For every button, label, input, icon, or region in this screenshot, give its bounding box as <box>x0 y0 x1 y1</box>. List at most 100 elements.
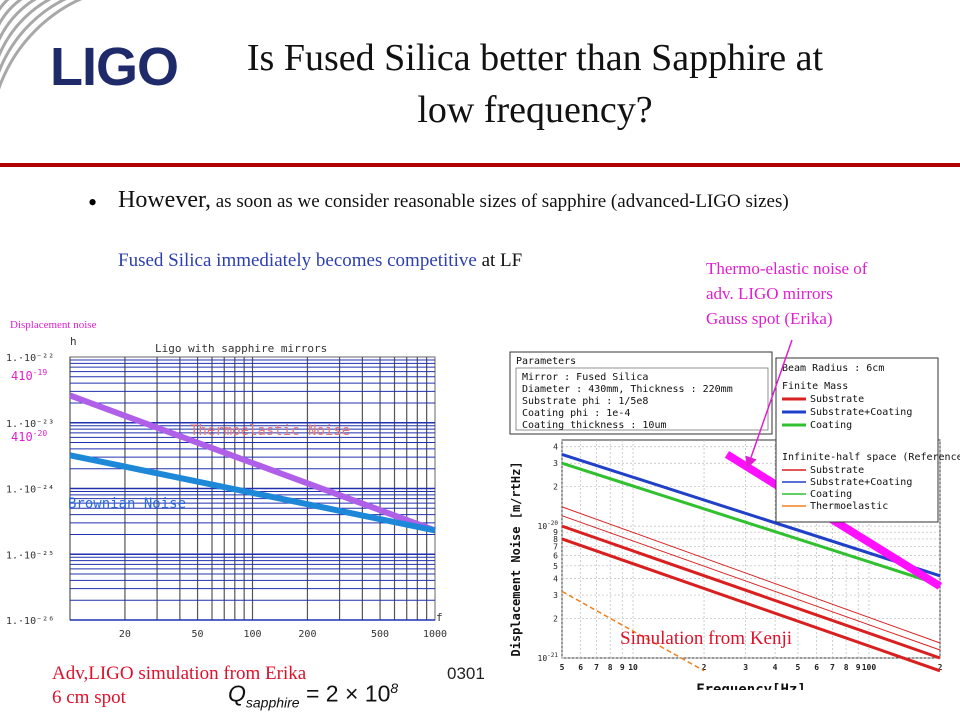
right-x-tick-label: 2 <box>938 663 943 672</box>
right-ylabel: Displacement Noise [m/rtHz] <box>509 461 523 656</box>
legend-entry-label: Substrate+Coating <box>810 477 912 488</box>
right-x-tick-label: 5 <box>796 663 801 672</box>
right-series-line <box>561 590 705 672</box>
parameters-line: Coating phi : 1e-4 <box>522 408 630 419</box>
parameters-inner-frame <box>515 367 769 431</box>
title-divider <box>0 163 960 167</box>
right-x-tick-label: 8 <box>608 663 613 672</box>
right-series-line <box>561 537 941 673</box>
right-series-line <box>561 524 941 660</box>
parameters-line: Coating thickness : 10um <box>522 420 667 431</box>
right-series-line-thin <box>561 515 941 651</box>
left-y-tick-label: 1.·10⁻²³ <box>6 419 54 430</box>
left-x-tick-label: 50 <box>192 629 204 640</box>
right-y-tick-label: 9 <box>553 528 558 537</box>
right-y-tick-label: 10-20 <box>538 520 559 531</box>
parameters-line: Mirror : Fused Silica <box>522 372 648 383</box>
right-x-tick-label: 6 <box>814 663 819 672</box>
right-y-tick-label: 3 <box>553 591 558 600</box>
parameters-line: Diameter : 430mm, Thickness : 220mm <box>522 384 733 395</box>
annotation-line-1: Thermo-elastic noise of <box>706 259 868 278</box>
displacement-noise-label: Displacement noise <box>10 319 97 331</box>
right-x-tick-label: 4 <box>773 663 778 672</box>
right-x-tick-label: 3 <box>743 663 748 672</box>
logo-waves-icon <box>0 0 83 90</box>
parameters-box: Parameters Mirror : Fused SilicaDiameter … <box>509 351 773 435</box>
left-x-tick-label: 100 <box>243 629 261 640</box>
fused-silica-black: at LF <box>476 250 523 271</box>
q-sapphire-formula: Qsapphire = 2 × 108 <box>228 680 399 711</box>
right-series-line <box>561 452 941 578</box>
annotation-line-2: adv. LIGO mirrors <box>706 284 833 303</box>
left-chart-title: Ligo with sapphire mirrors <box>155 342 327 355</box>
bullet-lead: However, <box>118 187 211 213</box>
bullet-icon: • <box>88 188 98 217</box>
left-side-label: 410-20 <box>11 429 47 444</box>
left-y-tick-label: 1.·10⁻²⁶ <box>6 616 54 627</box>
right-x-tick-label: 2 <box>702 663 707 672</box>
right-series-line-thin <box>561 506 941 644</box>
parameters-header: Parameters <box>516 356 576 367</box>
left-series-label: Brownian Noise <box>68 496 186 512</box>
right-y-tick-label: 3 <box>553 459 558 468</box>
left-y-tick-label: 1.·10⁻²² <box>6 353 54 364</box>
left-x-tick-label: 500 <box>371 629 389 640</box>
left-series-line <box>69 452 436 534</box>
right-y-tick-label: 5 <box>553 562 558 571</box>
left-y-tick-label: 1.·10⁻²⁵ <box>6 550 54 561</box>
right-y-tick-label: 2 <box>553 482 558 491</box>
right-y-tick-label: 10-21 <box>538 652 559 663</box>
annotation-line-3: Gauss spot (Erika) <box>706 309 833 328</box>
thermo-elastic-annotation: Thermo-elastic noise of adv. LIGO mirror… <box>706 256 956 331</box>
left-x-tick-label: 1000 <box>423 629 447 640</box>
right-x-tick-label: 9 <box>856 663 861 672</box>
title-line-2: low frequency? <box>417 89 653 131</box>
right-xlabel: Frequency[Hz] <box>696 682 806 690</box>
page-number: 0301 <box>447 664 485 683</box>
right-y-tick-label: 6 <box>553 551 558 560</box>
right-y-tick-label: 2 <box>553 614 558 623</box>
ligo-logo: LIGO <box>50 37 179 97</box>
fused-silica-blue: Fused Silica immediately becomes competi… <box>118 250 477 271</box>
legend-entry-label: Substrate+Coating <box>810 407 912 418</box>
legend-entry-label: Thermoelastic <box>810 501 888 512</box>
left-x-tick-label: 200 <box>298 629 316 640</box>
left-series-line <box>68 392 437 534</box>
bullet-rest: as soon as we consider reasonable sizes … <box>211 191 789 212</box>
right-y-tick-label: 4 <box>553 575 558 584</box>
title-line-1: Is Fused Silica better than Sapphire at <box>246 37 824 79</box>
left-x-tick-label: 20 <box>119 629 131 640</box>
legend-beam-radius: Beam Radius : 6cm <box>782 363 884 374</box>
fused-silica-line: Fused Silica immediately becomes competi… <box>118 250 522 272</box>
legend-entry-label: Coating <box>810 420 852 431</box>
legend-entry-label: Substrate <box>810 465 864 476</box>
left-xlabel: f <box>436 611 443 624</box>
right-y-tick-label: 4 <box>553 443 558 452</box>
right-y-tick-label: 8 <box>553 535 558 544</box>
right-x-tick-label: 5 <box>560 663 565 672</box>
left-ylabel: h <box>70 335 77 348</box>
right-y-tick-label: 7 <box>553 543 558 552</box>
right-x-tick-label: 7 <box>594 663 599 672</box>
erika-caption-line-2: 6 cm spot <box>52 687 126 708</box>
right-x-tick-label: 6 <box>578 663 583 672</box>
left-side-label: 410-19 <box>11 368 47 383</box>
legend-group-infinite: Infinite-half space (Reference) <box>782 452 960 463</box>
right-x-tick-label: 9 <box>620 663 625 672</box>
erika-caption-line-1: Adv,LIGO simulation from Erika <box>52 663 307 684</box>
right-x-tick-label: 10 <box>628 663 638 672</box>
legend-entry-label: Substrate <box>810 394 864 405</box>
parameters-line: Substrate phi : 1/5e8 <box>522 396 648 407</box>
legend-entry-label: Coating <box>810 489 852 500</box>
bullet-text: However, as soon as we consider reasonab… <box>118 188 838 214</box>
right-series-line <box>561 461 941 587</box>
left-series-label: Thermoelastic Noise <box>190 423 350 439</box>
right-x-tick-label: 8 <box>844 663 849 672</box>
slide-title: Is Fused Silica better than Sapphire at … <box>150 32 920 136</box>
left-y-tick-label: 1.·10⁻²⁴ <box>6 485 54 496</box>
right-x-tick-label: 100 <box>862 663 877 672</box>
erika-caption: Adv,LIGO simulation from Erika 6 cm spot <box>52 662 306 710</box>
kenji-caption: Simulation from Kenji <box>620 628 793 649</box>
